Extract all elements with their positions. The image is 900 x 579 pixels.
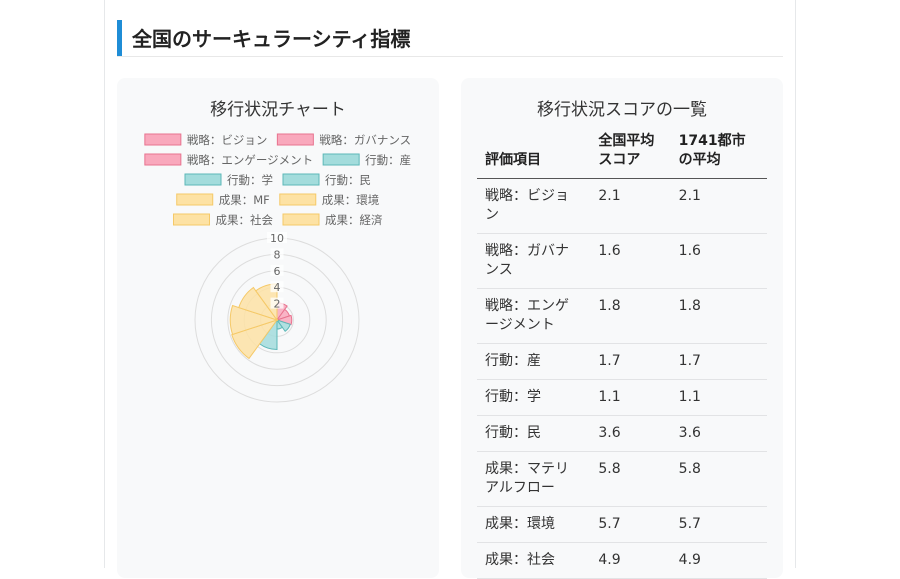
polar-segments	[229, 283, 293, 360]
header-cities: 1741都市 の平均	[670, 130, 767, 179]
legend-swatch	[184, 173, 222, 186]
tick-label: 10	[270, 232, 284, 245]
row-cities-average: 1.6	[670, 233, 767, 289]
legend-item: 行動：学	[184, 173, 273, 187]
legend-label: 成果：経済	[325, 213, 383, 227]
legend-label: 戦略：ガバナンス	[319, 133, 411, 147]
tick-backdrop	[270, 297, 284, 309]
table-row: 成果：環境 5.7 5.7	[477, 506, 767, 543]
legend-label: 行動：学	[227, 173, 273, 187]
row-cities-average: 1.7	[670, 343, 767, 380]
table-row: 行動：産 1.7 1.7	[477, 343, 767, 380]
row-national-score: 5.8	[590, 451, 671, 507]
polar-segment	[238, 286, 279, 321]
legend-swatch	[144, 133, 182, 146]
row-national-score: 1.7	[590, 343, 671, 380]
row-label: 戦略：エンゲージメント	[477, 288, 591, 344]
legend-label: 成果：社会	[216, 213, 274, 227]
legend-item: 成果：社会	[173, 213, 274, 227]
table-row: 成果：マテリアルフロー 5.8 5.8	[477, 451, 767, 507]
header-item: 評価項目	[477, 130, 591, 179]
legend-swatch	[322, 153, 360, 166]
row-label: 成果：社会	[477, 542, 591, 579]
table-row: 成果：社会 4.9 4.9	[477, 542, 767, 579]
legend-label: 成果：MF	[219, 193, 270, 207]
polar-segment	[231, 319, 279, 360]
row-label: 戦略：ビジョン	[477, 178, 591, 234]
tick-backdrop	[270, 264, 284, 276]
table-title: 移行状況スコアの一覧	[537, 100, 707, 120]
legend-label: 行動：民	[325, 173, 371, 187]
row-national-score: 5.7	[590, 506, 671, 543]
polar-segment	[275, 314, 293, 326]
legend-swatch	[144, 153, 182, 166]
legend-swatch	[282, 213, 320, 226]
row-cities-average: 3.6	[670, 415, 767, 452]
row-national-score: 1.1	[590, 379, 671, 416]
accent-bar	[117, 20, 122, 56]
table-row: 行動：民 3.6 3.6	[477, 415, 767, 452]
page: 全国のサーキュラーシティ指標 戦略：ビジョン 戦略：ガバナンス 戦略：エンゲージメン…	[104, 0, 796, 579]
score-table-card: 移行状況スコアの一覧 評価項目 全国平均 スコア 1741都市 の平均 戦略：ビジョ…	[461, 78, 783, 579]
row-national-score: 1.6	[590, 233, 671, 289]
row-cities-average: 1.8	[670, 288, 767, 344]
row-cities-average: 4.9	[670, 542, 767, 579]
legend-label: 行動：産	[365, 153, 411, 167]
row-national-score: 1.8	[590, 288, 671, 344]
radial-ticks: 2 4 6 8 10	[267, 232, 287, 311]
tick-label: 2	[274, 298, 281, 311]
polar-segment	[275, 319, 291, 332]
legend-swatch	[282, 173, 320, 186]
table-row: 行動：学 1.1 1.1	[477, 379, 767, 416]
legend-item: 戦略：ビジョン	[144, 133, 268, 147]
row-national-score: 4.9	[590, 542, 671, 579]
legend-item: 行動：民	[282, 173, 371, 187]
score-table: 評価項目 全国平均 スコア 1741都市 の平均 戦略：ビジョン 2.1 2.1 戦略：ガ…	[477, 130, 767, 579]
legend-label: 戦略：エンゲージメント	[187, 153, 313, 167]
polar-segment	[229, 304, 279, 336]
legend-item: 成果：MF	[176, 193, 270, 207]
row-cities-average: 2.1	[670, 178, 767, 234]
table-row: 戦略：ビジョン 2.1 2.1	[477, 178, 767, 234]
row-label: 行動：学	[477, 379, 591, 416]
row-label: 成果：マテリアルフロー	[477, 451, 591, 507]
legend-label: 戦略：ビジョン	[187, 133, 268, 147]
legend-swatch	[176, 193, 214, 206]
legend-label: 成果：環境	[322, 193, 380, 207]
legend-swatch	[276, 133, 314, 146]
tick-backdrop	[270, 281, 284, 293]
legend-swatch	[173, 213, 210, 226]
table-row: 戦略：エンゲージメント 1.8 1.8	[477, 288, 767, 344]
tick-backdrop	[267, 232, 287, 243]
legend-item: 戦略：ガバナンス	[276, 133, 411, 147]
legend-swatch	[279, 193, 317, 206]
row-cities-average: 5.7	[670, 506, 767, 543]
row-label: 行動：産	[477, 343, 591, 380]
row-national-score: 2.1	[590, 178, 671, 234]
legend-item: 行動：産	[322, 153, 411, 167]
row-cities-average: 1.1	[670, 379, 767, 416]
legend-item: 成果：経済	[282, 213, 383, 227]
tick-backdrop	[270, 248, 284, 260]
legend-item: 戦略：エンゲージメント	[144, 153, 313, 167]
tick-label: 4	[274, 281, 281, 294]
table-row: 戦略：ガバナンス 1.6 1.6	[477, 233, 767, 289]
section-title: 全国のサーキュラーシティ指標	[132, 27, 411, 51]
header-national: 全国平均 スコア	[590, 130, 671, 179]
row-label: 行動：民	[477, 415, 591, 452]
row-label: 戦略：ガバナンス	[477, 233, 591, 289]
section-header: 全国のサーキュラーシティ指標	[117, 20, 783, 57]
legend-item: 成果：環境	[279, 193, 380, 207]
row-national-score: 3.6	[590, 415, 671, 452]
table-header-row: 評価項目 全国平均 スコア 1741都市 の平均	[477, 130, 767, 179]
tick-label: 6	[274, 265, 281, 278]
row-cities-average: 5.8	[670, 451, 767, 507]
chart-title: 移行状況チャート	[210, 100, 346, 120]
tick-label: 8	[274, 248, 281, 261]
chart-card: 戦略：ビジョン 戦略：ガバナンス 戦略：エンゲージメント 行動：産行動：学 行動：民成果…	[117, 78, 439, 578]
row-label: 成果：環境	[477, 506, 591, 543]
